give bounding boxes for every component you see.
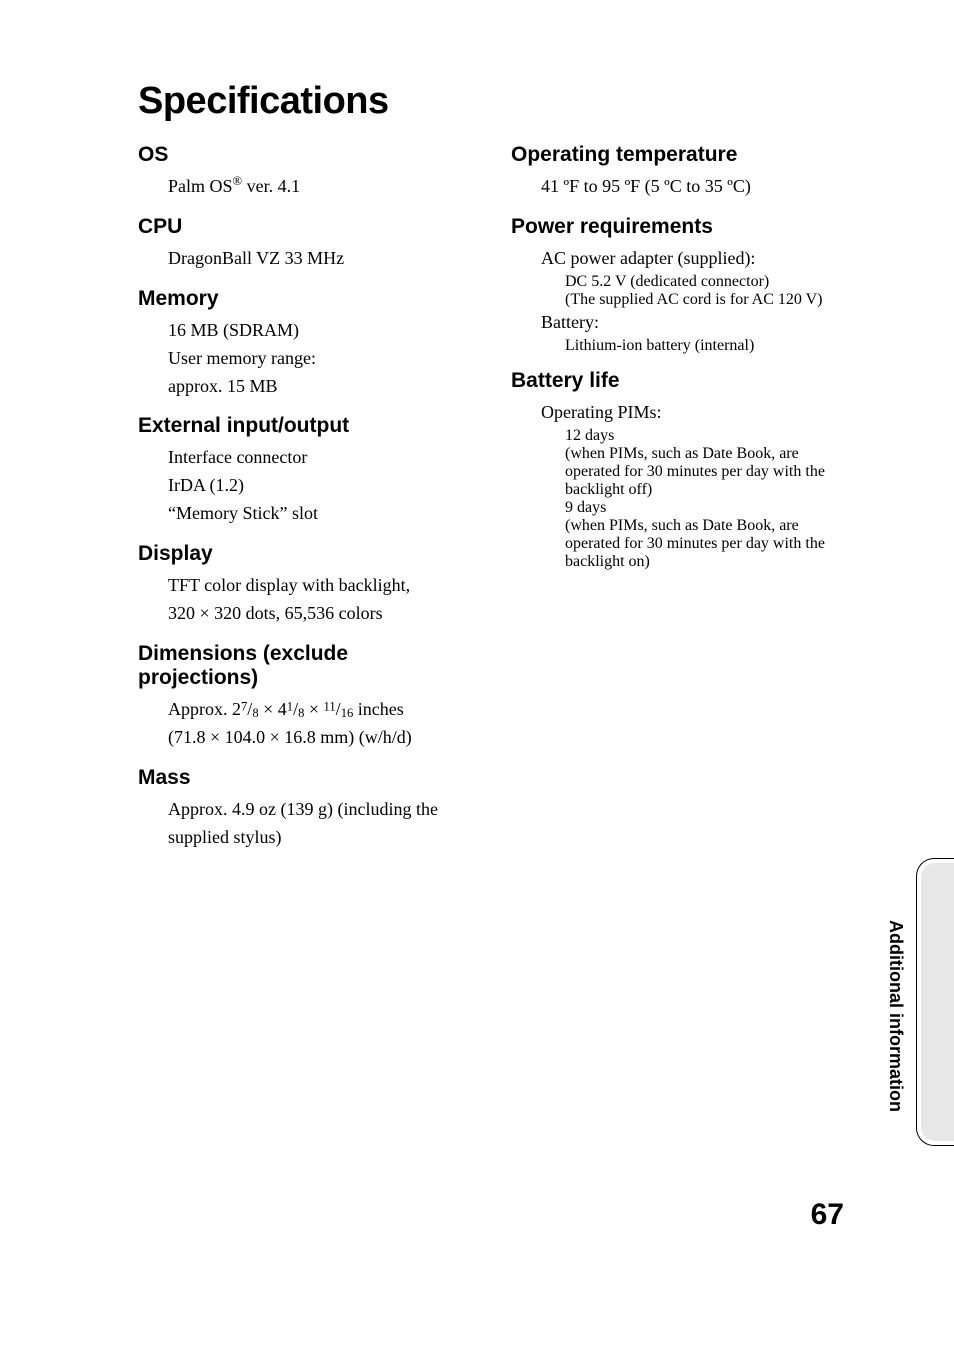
mass-body: Approx. 4.9 oz (139 g) (including the su…: [138, 796, 471, 852]
temp-head: Operating temperature: [511, 143, 844, 167]
power-sub1: DC 5.2 V (dedicated connector) (The supp…: [511, 273, 844, 309]
display-l1: TFT color display with backlight,: [168, 572, 471, 600]
io-l1: Interface connector: [168, 444, 471, 472]
power-s1: DC 5.2 V (dedicated connector): [565, 273, 844, 291]
power-head: Power requirements: [511, 215, 844, 239]
cpu-body: DragonBall VZ 33 MHz: [138, 245, 471, 273]
battery-s2: (when PIMs, such as Date Book, are opera…: [565, 445, 844, 499]
left-column: OS Palm OS® ver. 4.1 CPU DragonBall VZ 3…: [138, 143, 471, 851]
dim-suffix: inches: [353, 699, 403, 719]
battery-head: Battery life: [511, 369, 844, 393]
battery-s4: (when PIMs, such as Date Book, are opera…: [565, 517, 844, 571]
power-s2: (The supplied AC cord is for AC 120 V): [565, 291, 844, 309]
display-head: Display: [138, 542, 471, 566]
dim-f3n: 11: [324, 700, 336, 714]
os-text: Palm OS: [168, 176, 233, 196]
battery-body: Operating PIMs:: [511, 399, 844, 427]
dim-l1: Approx. 27/8 × 41/8 × 11/16 inches: [168, 696, 471, 724]
display-body: TFT color display with backlight, 320 × …: [138, 572, 471, 628]
memory-l1: 16 MB (SDRAM): [168, 317, 471, 345]
battery-s3: 9 days: [565, 499, 844, 517]
os-body: Palm OS® ver. 4.1: [138, 173, 471, 201]
power-s3: Lithium-ion battery (internal): [565, 337, 844, 355]
memory-body: 16 MB (SDRAM) User memory range: approx.…: [138, 317, 471, 401]
temp-body: 41 ºF to 95 ºF (5 ºC to 35 ºC): [511, 173, 844, 201]
io-head: External input/output: [138, 414, 471, 438]
power-sub2: Lithium-ion battery (internal): [511, 337, 844, 355]
os-head: OS: [138, 143, 471, 167]
display-l2: 320 × 320 dots, 65,536 colors: [168, 600, 471, 628]
memory-head: Memory: [138, 287, 471, 311]
dim-l2: (71.8 × 104.0 × 16.8 mm) (w/h/d): [168, 724, 471, 752]
power-l2: Battery:: [541, 309, 844, 337]
memory-l3: approx. 15 MB: [168, 373, 471, 401]
columns: OS Palm OS® ver. 4.1 CPU DragonBall VZ 3…: [138, 143, 844, 851]
os-tail: ver. 4.1: [242, 176, 300, 196]
right-column: Operating temperature 41 ºF to 95 ºF (5 …: [511, 143, 844, 851]
mass-head: Mass: [138, 766, 471, 790]
dim-body: Approx. 27/8 × 41/8 × 11/16 inches (71.8…: [138, 696, 471, 752]
side-tab: [916, 858, 954, 1146]
dim-prefix: Approx. 2: [168, 699, 241, 719]
battery-s1: 12 days: [565, 427, 844, 445]
battery-sub: 12 days (when PIMs, such as Date Book, a…: [511, 427, 844, 571]
cpu-head: CPU: [138, 215, 471, 239]
side-tab-inner: [921, 863, 954, 1141]
power-body2: Battery:: [511, 309, 844, 337]
dim-mid2: ×: [304, 699, 323, 719]
side-label: Additional information: [885, 920, 906, 1112]
io-l2: IrDA (1.2): [168, 472, 471, 500]
dim-f3d: 16: [341, 706, 354, 720]
dim-mid1: × 4: [259, 699, 287, 719]
power-body: AC power adapter (supplied):: [511, 245, 844, 273]
io-l3: “Memory Stick” slot: [168, 500, 471, 528]
dim-head: Dimensions (exclude projections): [138, 642, 471, 690]
page-number: 67: [811, 1198, 844, 1232]
battery-l1: Operating PIMs:: [541, 399, 844, 427]
page-title: Specifications: [138, 80, 844, 123]
dim-f2n: 1: [287, 700, 293, 714]
power-l1: AC power adapter (supplied):: [541, 245, 844, 273]
dim-f1n: 7: [241, 700, 247, 714]
io-body: Interface connector IrDA (1.2) “Memory S…: [138, 444, 471, 528]
memory-l2: User memory range:: [168, 345, 471, 373]
os-reg: ®: [233, 174, 243, 188]
